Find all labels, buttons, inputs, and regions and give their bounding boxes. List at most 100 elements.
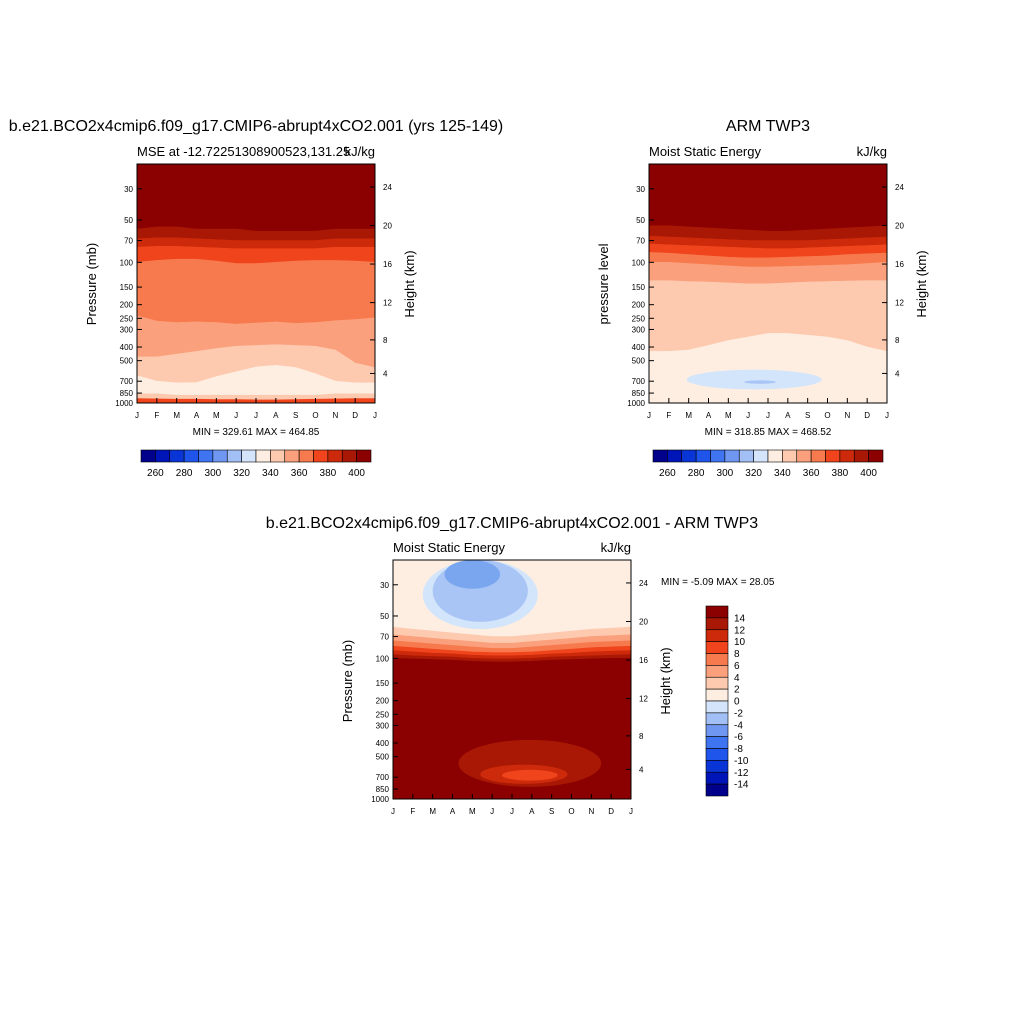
x-tick-label: F	[154, 411, 159, 420]
colorbar-swatch	[705, 736, 729, 749]
x-tick-label: A	[450, 807, 456, 816]
y-tick-label: 500	[632, 357, 646, 366]
y-tick-label: 300	[120, 325, 134, 334]
colorbar-swatch	[695, 449, 711, 463]
colorbar-swatch	[724, 449, 740, 463]
colorbar-label: 0	[734, 697, 740, 708]
left-subtitle: MSE at -12.72251308900523,131.25	[137, 144, 350, 159]
min-max-text: MIN = -5.09 MAX = 28.05	[661, 577, 775, 588]
y-tick-label: 700	[120, 377, 134, 386]
units-label: kJ/kg	[601, 540, 631, 555]
colorbar-label: 4	[734, 673, 740, 684]
x-tick-label: S	[549, 807, 554, 816]
x-tick-label: A	[194, 411, 200, 420]
x-tick-label: M	[213, 411, 220, 420]
y2-tick-label: 20	[895, 222, 904, 231]
y-tick-label: 300	[632, 325, 646, 334]
x-tick-label: J	[510, 807, 514, 816]
panel-difference: b.e21.BCO2x4cmip6.f09_g17.CMIP6-abrupt4x…	[266, 515, 775, 816]
x-tick-label: A	[529, 807, 535, 816]
y-tick-label: 250	[120, 314, 134, 323]
x-tick-label: D	[864, 411, 870, 420]
y-tick-label: 400	[376, 739, 390, 748]
y2-tick-label: 8	[895, 336, 900, 345]
y-tick-label: 1000	[627, 399, 645, 408]
y2-tick-label: 24	[639, 579, 648, 588]
x-tick-label: J	[490, 807, 494, 816]
colorbar-swatch	[313, 449, 329, 463]
colorbar-label: 340	[774, 468, 791, 479]
y-tick-label: 250	[376, 710, 390, 719]
colorbar-swatch	[738, 449, 754, 463]
colorbar-swatch	[226, 449, 242, 463]
y-tick-label: 850	[120, 389, 134, 398]
x-tick-label: J	[135, 411, 139, 420]
x-tick-label: D	[352, 411, 358, 420]
contour-band-405	[136, 163, 376, 232]
x-tick-label: M	[429, 807, 436, 816]
x-tick-label: N	[844, 411, 850, 420]
x-tick-label: J	[391, 807, 395, 816]
colorbar-swatch	[705, 783, 729, 797]
x-tick-label: A	[785, 411, 791, 420]
contour-region-315	[744, 380, 776, 384]
y-tick-label: 200	[120, 301, 134, 310]
contour-band-405	[648, 163, 888, 232]
y-tick-label: 50	[380, 612, 389, 621]
colorbar: 260 280 300 320 340 360 380 400	[652, 449, 884, 479]
y2-tick-label: 20	[383, 222, 392, 231]
x-tick-label: N	[588, 807, 594, 816]
colorbar-swatch	[356, 449, 372, 463]
colorbar-swatch	[868, 449, 884, 463]
x-tick-label: M	[685, 411, 692, 420]
y-tick-label: 30	[636, 185, 645, 194]
colorbar-label: 380	[832, 468, 849, 479]
colorbar-swatch	[270, 449, 286, 463]
y-tick-label: 500	[120, 357, 134, 366]
x-tick-label: J	[373, 411, 377, 420]
panel-title: ARM TWP3	[726, 118, 810, 135]
y-tick-label: 150	[120, 283, 134, 292]
units-label: kJ/kg	[857, 144, 887, 159]
colorbar-swatch	[753, 449, 769, 463]
colorbar-swatch	[705, 724, 729, 737]
colorbar-label: 14	[734, 613, 746, 624]
colorbar-swatch	[705, 748, 729, 761]
y-tick-label: 1000	[371, 795, 389, 804]
colorbar-swatch	[705, 676, 729, 690]
colorbar-swatch	[705, 688, 729, 702]
colorbar: 260 280 300 320 340 360 380 400	[140, 449, 372, 479]
x-tick-label: S	[805, 411, 810, 420]
y-tick-label: 400	[120, 343, 134, 352]
y-axis-label: Pressure (mb)	[84, 243, 99, 325]
colorbar-swatch	[155, 449, 171, 463]
colorbar-swatch	[255, 449, 271, 463]
colorbar-swatch	[710, 449, 726, 463]
colorbar-swatch	[169, 449, 185, 463]
x-tick-label: M	[173, 411, 180, 420]
y2-tick-label: 4	[383, 369, 388, 378]
y-tick-label: 300	[376, 721, 390, 730]
y-tick-label: 50	[636, 216, 645, 225]
y-tick-label: 30	[380, 581, 389, 590]
colorbar-swatch	[767, 449, 783, 463]
contour-band-365	[136, 258, 376, 325]
colorbar-label: -2	[734, 708, 743, 719]
colorbar-label: 360	[291, 468, 308, 479]
colorbar-swatch	[298, 449, 314, 463]
colorbar-swatch	[212, 449, 228, 463]
x-tick-label: O	[568, 807, 574, 816]
panel-title: b.e21.BCO2x4cmip6.f09_g17.CMIP6-abrupt4x…	[266, 515, 758, 532]
y-tick-label: 100	[120, 258, 134, 267]
colorbar-label: 260	[659, 468, 676, 479]
colorbar-swatch	[705, 641, 729, 654]
units-label: kJ/kg	[345, 144, 375, 159]
colorbar-label: 280	[688, 468, 705, 479]
y-tick-label: 100	[376, 654, 390, 663]
colorbar-label: -4	[734, 720, 743, 731]
colorbar-label: 380	[320, 468, 337, 479]
colorbar-swatch	[810, 449, 826, 463]
y-tick-label: 700	[632, 377, 646, 386]
y2-tick-label: 8	[639, 732, 644, 741]
